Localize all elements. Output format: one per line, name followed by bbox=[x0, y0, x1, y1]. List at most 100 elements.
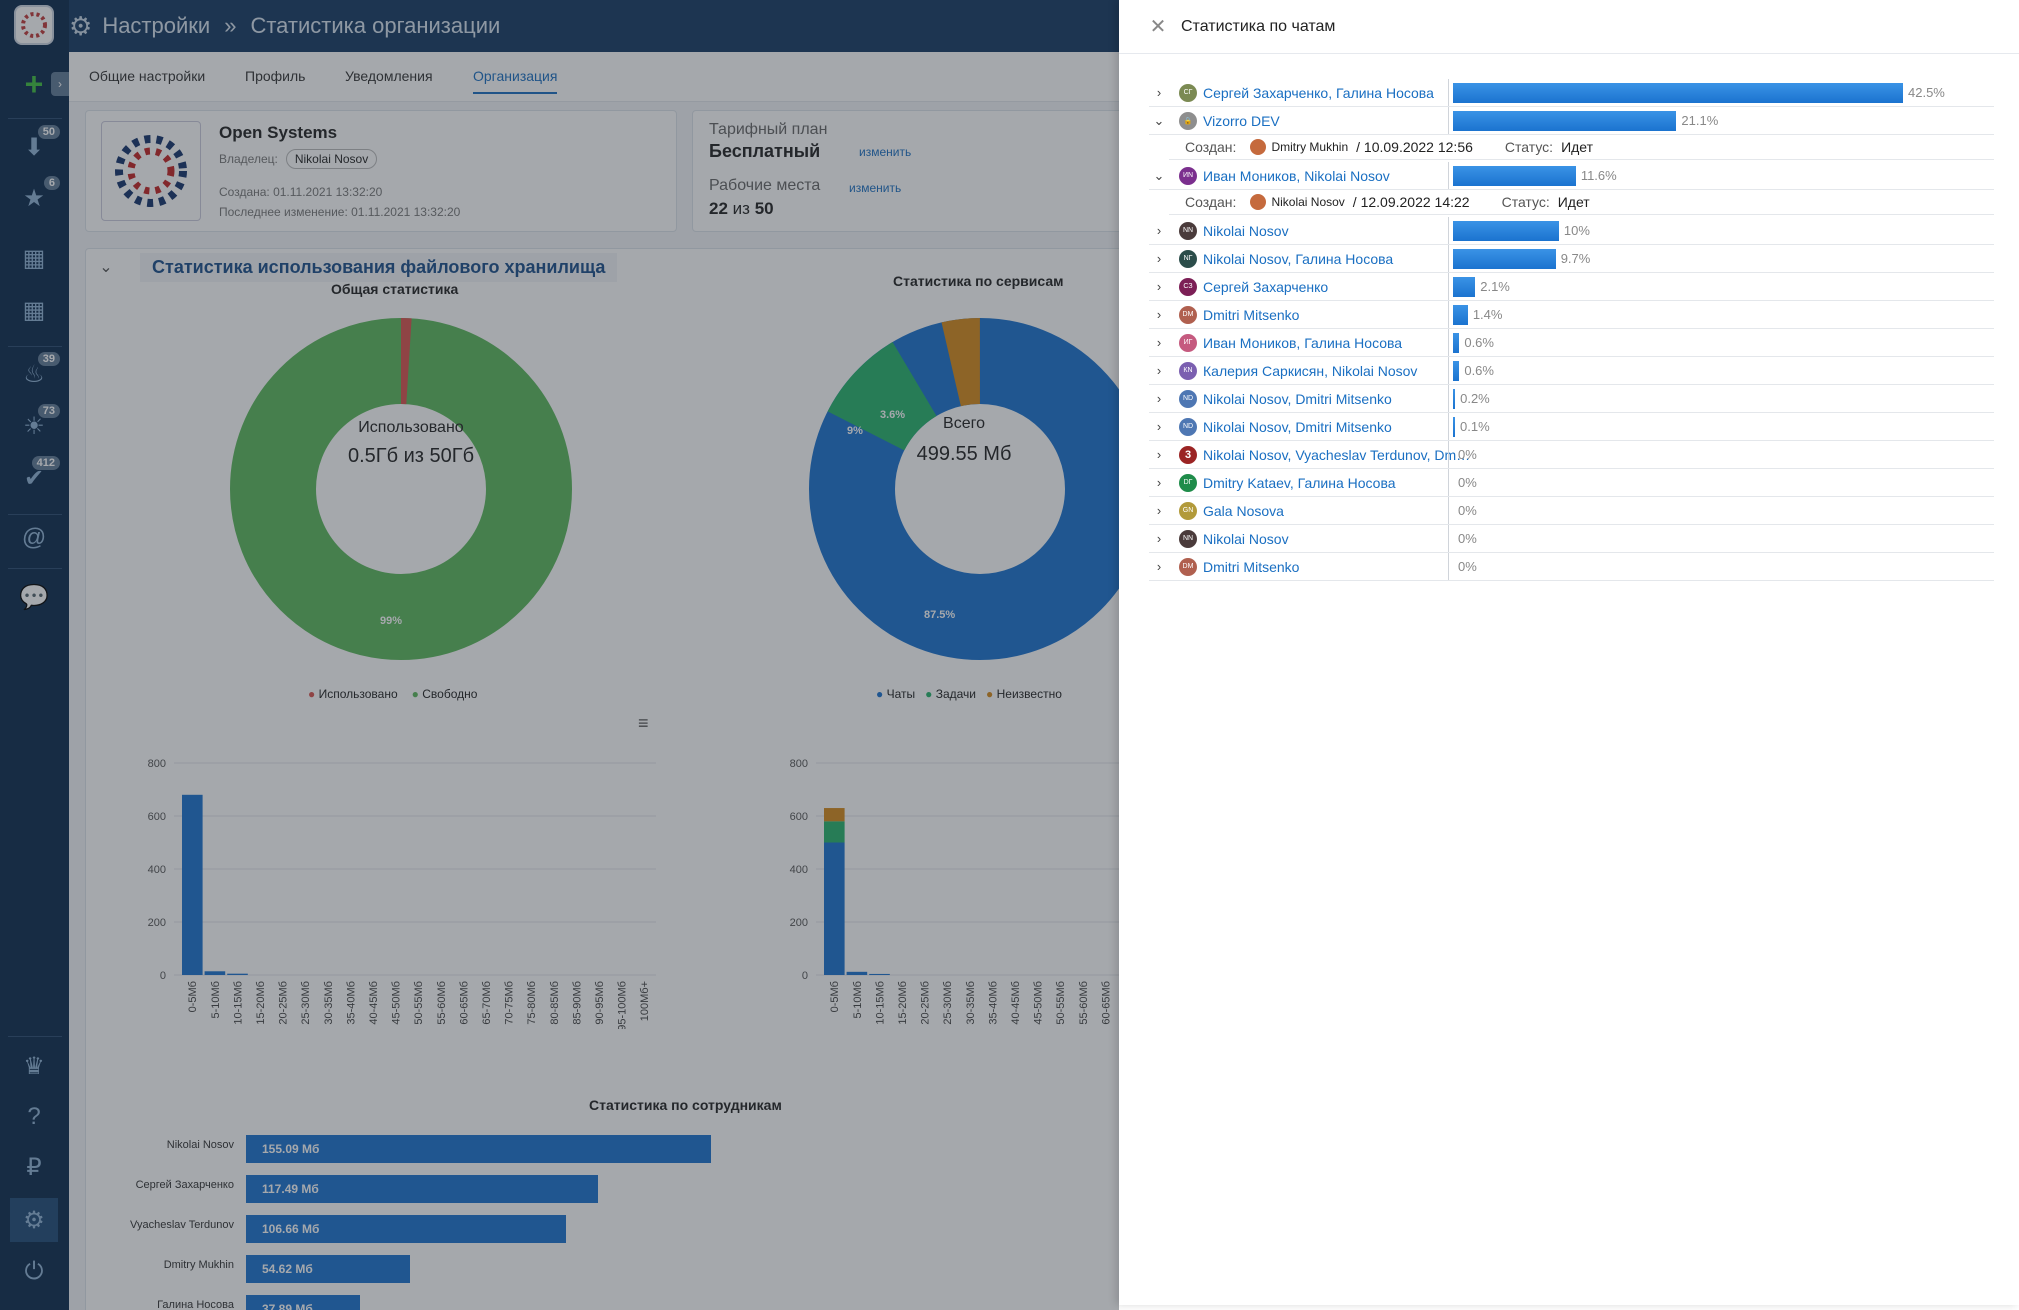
chat-name[interactable]: Сергей Захарченко bbox=[1203, 278, 1329, 295]
creator-name[interactable]: Dmitry Mukhin bbox=[1271, 139, 1349, 154]
chat-name[interactable]: Nikolai Nosov, Галина Носова bbox=[1203, 250, 1394, 267]
x-tick-label: 90-95Мб bbox=[594, 981, 606, 1025]
chat-name[interactable]: Nikolai Nosov bbox=[1203, 222, 1289, 239]
chevron-right-icon[interactable]: › bbox=[1156, 251, 1162, 266]
file-size-histogram: 800 600 400 200 0 0-5Мб 5-10Мб 10-15Мб 15-20Мб 20… bbox=[126, 729, 666, 1031]
chevron-down-icon[interactable]: ⌄ bbox=[1153, 112, 1165, 128]
chat-row[interactable]: › DГ Dmitry Kataev, Галина Носова 0% bbox=[1149, 469, 1994, 497]
tasks-check-icon[interactable]: ✔ 412 bbox=[10, 456, 60, 500]
chevron-right-icon[interactable]: › bbox=[1156, 531, 1162, 546]
x-tick-label: 70-75Мб bbox=[504, 981, 516, 1025]
board-icon[interactable]: ▦ bbox=[22, 244, 46, 272]
chat-name[interactable]: Nikolai Nosov, Dmitri Mitsenko bbox=[1203, 418, 1392, 435]
chat-name[interactable]: Dmitry Kataev, Галина Носова bbox=[1203, 474, 1396, 491]
employee-value: 54.62 Мб bbox=[262, 1262, 313, 1276]
tab-organization[interactable]: Организация bbox=[473, 68, 558, 94]
chat-row[interactable]: › GN Gala Nosova 0% bbox=[1149, 497, 1994, 525]
chevron-right-icon[interactable]: › bbox=[1156, 85, 1162, 100]
chat-row[interactable]: › 3 Nikolai Nosov, Vyacheslav Terdunov, Dm… bbox=[1149, 441, 1994, 469]
create-plus-icon[interactable]: + bbox=[24, 65, 44, 102]
ruble-icon[interactable]: ₽ bbox=[26, 1153, 42, 1181]
creator-name[interactable]: Nikolai Nosov bbox=[1271, 194, 1345, 209]
chat-name[interactable]: Vizorro DEV bbox=[1203, 112, 1280, 129]
legend-tasks[interactable]: ● Задачи bbox=[925, 687, 977, 701]
ideas-icon[interactable]: ☀ 73 bbox=[10, 404, 60, 448]
chat-row[interactable]: › NГ Nikolai Nosov, Галина Носова 9.7% bbox=[1149, 245, 1994, 273]
app-logo[interactable] bbox=[14, 5, 54, 45]
breadcrumb-section[interactable]: Настройки bbox=[102, 13, 211, 38]
chat-name[interactable]: Сергей Захарченко, Галина Носова bbox=[1203, 84, 1434, 101]
seats-change-link[interactable]: изменить bbox=[849, 181, 902, 195]
modal-backdrop[interactable] bbox=[0, 0, 1119, 1310]
chat-name[interactable]: Nikolai Nosov, Dmitri Mitsenko bbox=[1203, 390, 1392, 407]
board-alt-icon[interactable]: ▦ bbox=[22, 296, 46, 324]
mentions-at-icon[interactable]: @ bbox=[21, 524, 47, 551]
sidebar-expand-toggle[interactable]: › bbox=[51, 72, 69, 96]
chat-row[interactable]: ⌄ 🔒 Vizorro DEV 21.1% bbox=[1149, 107, 1994, 135]
chat-name[interactable]: Nikolai Nosov, Vyacheslav Terdunov, Dm… bbox=[1203, 446, 1471, 463]
chat-row[interactable]: › ND Nikolai Nosov, Dmitri Mitsenko 0.1% bbox=[1149, 413, 1994, 441]
settings-tabs: Общие настройки Профиль Уведомления Орга… bbox=[69, 52, 1119, 102]
histogram-bar bbox=[824, 821, 845, 843]
crown-icon[interactable]: ♛ bbox=[23, 1052, 45, 1080]
chat-name[interactable]: Иван Моников, Галина Носова bbox=[1203, 334, 1403, 351]
close-icon[interactable]: ✕ bbox=[1149, 16, 1167, 38]
settings-gear-icon[interactable]: ⚙ bbox=[10, 1198, 58, 1242]
chevron-right-icon[interactable]: › bbox=[1156, 391, 1162, 406]
chat-row[interactable]: › NN Nikolai Nosov 0% bbox=[1149, 525, 1994, 553]
tab-general[interactable]: Общие настройки bbox=[89, 68, 206, 84]
chat-name[interactable]: Иван Моников, Nikolai Nosov bbox=[1203, 167, 1390, 184]
chat-row[interactable]: › СЗ Сергей Захарченко 2.1% bbox=[1149, 273, 1994, 301]
x-tick-label: 0-5Мб bbox=[187, 981, 199, 1012]
chat-name[interactable]: Gala Nosova bbox=[1203, 502, 1284, 519]
chat-row[interactable]: › NN Nikolai Nosov 10% bbox=[1149, 217, 1994, 245]
chat-name[interactable]: Nikolai Nosov bbox=[1203, 530, 1289, 547]
chat-row[interactable]: ⌄ ИN Иван Моников, Nikolai Nosov 11.6% bbox=[1149, 162, 1994, 190]
chat-share-pct: 0% bbox=[1458, 503, 1477, 518]
chat-row[interactable]: › DM Dmitri Mitsenko 0% bbox=[1149, 553, 1994, 581]
legend-unknown[interactable]: ● Неизвестно bbox=[986, 687, 1062, 701]
chat-row[interactable]: › СГ Сергей Захарченко, Галина Носова 42.5% bbox=[1149, 79, 1994, 107]
general-slice-label: 99% bbox=[380, 615, 403, 627]
x-tick-label: 15-20Мб bbox=[255, 981, 267, 1025]
created-label: Создан: bbox=[1185, 193, 1237, 210]
chat-row[interactable]: › КN Калерия Саркисян, Nikolai Nosov 0.6% bbox=[1149, 357, 1994, 385]
chat-name[interactable]: Калерия Саркисян, Nikolai Nosov bbox=[1203, 362, 1418, 379]
legend-used[interactable]: ● Использовано bbox=[308, 687, 398, 701]
chevron-right-icon[interactable]: › bbox=[1156, 475, 1162, 490]
chat-icon[interactable]: 💬 bbox=[19, 583, 49, 611]
legend-free[interactable]: ● Свободно bbox=[411, 687, 478, 701]
sidebar: + › ⬇ 50 ★ 6 ▦ ▦ ♨ 39 ☀ 73 ✔ 412 @ 💬 ♛ ? ₽ ⚙ … bbox=[0, 0, 69, 1310]
chevron-right-icon[interactable]: › bbox=[1156, 559, 1162, 574]
legend-chats[interactable]: ● Чаты bbox=[876, 687, 916, 701]
collapse-chevron-icon[interactable]: ⌄ bbox=[99, 259, 113, 276]
inbox-icon[interactable]: ⬇ 50 bbox=[10, 125, 60, 169]
chevron-right-icon[interactable]: › bbox=[1156, 419, 1162, 434]
tab-notifications[interactable]: Уведомления bbox=[345, 68, 433, 84]
help-icon[interactable]: ? bbox=[27, 1103, 41, 1130]
chevron-right-icon[interactable]: › bbox=[1156, 279, 1162, 294]
logout-icon[interactable]: ⏻ bbox=[24, 1258, 44, 1285]
plan-change-link[interactable]: изменить bbox=[859, 145, 912, 159]
chart-menu-icon[interactable]: ≡ bbox=[638, 713, 649, 733]
used-slice bbox=[230, 318, 572, 660]
hot-icon[interactable]: ♨ 39 bbox=[10, 352, 60, 396]
chevron-right-icon[interactable]: › bbox=[1156, 363, 1162, 378]
chevron-right-icon[interactable]: › bbox=[1156, 307, 1162, 322]
chat-row[interactable]: › DM Dmitri Mitsenko 1.4% bbox=[1149, 301, 1994, 329]
org-name: Open Systems bbox=[219, 123, 338, 142]
chevron-down-icon[interactable]: ⌄ bbox=[1153, 167, 1165, 183]
chevron-right-icon[interactable]: › bbox=[1156, 335, 1162, 350]
chat-share-bar bbox=[1453, 360, 1460, 381]
owner-chip[interactable]: Nikolai Nosov bbox=[285, 149, 378, 169]
chat-row[interactable]: › ИГ Иван Моников, Галина Носова 0.6% bbox=[1149, 329, 1994, 357]
chat-name[interactable]: Dmitri Mitsenko bbox=[1203, 306, 1300, 323]
chevron-right-icon[interactable]: › bbox=[1156, 447, 1162, 462]
chat-name[interactable]: Dmitri Mitsenko bbox=[1203, 558, 1300, 575]
chevron-right-icon[interactable]: › bbox=[1156, 503, 1162, 518]
chat-row[interactable]: › ND Nikolai Nosov, Dmitri Mitsenko 0.2% bbox=[1149, 385, 1994, 413]
status-label: Статус: bbox=[1504, 138, 1554, 155]
favorites-icon[interactable]: ★ 6 bbox=[10, 176, 60, 220]
tab-profile[interactable]: Профиль bbox=[245, 68, 306, 84]
chevron-right-icon[interactable]: › bbox=[1156, 223, 1162, 238]
